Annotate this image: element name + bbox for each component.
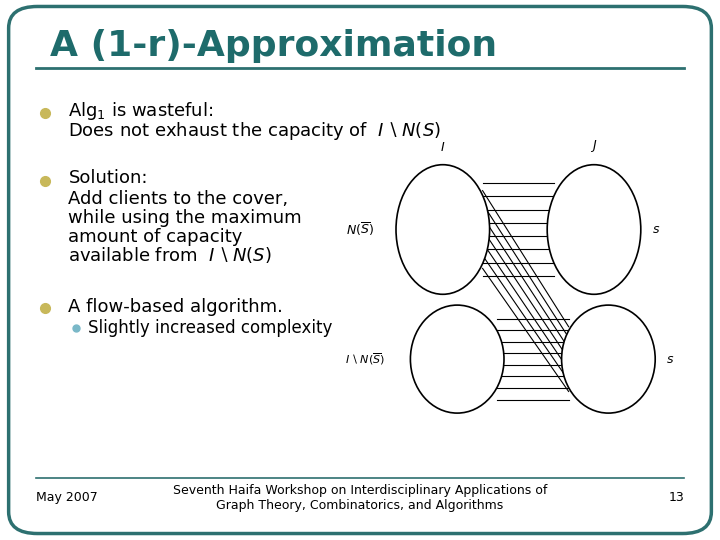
Text: $I$: $I$ — [440, 141, 446, 154]
Text: Slightly increased complexity: Slightly increased complexity — [88, 319, 332, 337]
Text: $s$: $s$ — [666, 353, 674, 366]
Text: $s$: $s$ — [652, 223, 660, 236]
Text: available from  $I \setminus N(S)$: available from $I \setminus N(S)$ — [68, 245, 272, 266]
Text: while using the maximum: while using the maximum — [68, 208, 302, 227]
Ellipse shape — [396, 165, 490, 294]
Text: Add clients to the cover,: Add clients to the cover, — [68, 190, 289, 208]
Text: Does not exhaust the capacity of  $I \setminus N(S)$: Does not exhaust the capacity of $I \set… — [68, 120, 441, 142]
Text: $J$: $J$ — [590, 138, 598, 154]
FancyBboxPatch shape — [9, 6, 711, 534]
Text: Solution:: Solution: — [68, 169, 148, 187]
Text: $I \setminus N(\overline{S})$: $I \setminus N(\overline{S})$ — [346, 351, 385, 367]
Text: May 2007: May 2007 — [36, 491, 98, 504]
Text: $N(\overline{S})$: $N(\overline{S})$ — [346, 221, 374, 238]
Ellipse shape — [547, 165, 641, 294]
Text: A flow-based algorithm.: A flow-based algorithm. — [68, 298, 283, 316]
Text: Alg$_1$ is wasteful:: Alg$_1$ is wasteful: — [68, 100, 214, 122]
Ellipse shape — [410, 305, 504, 413]
Text: Seventh Haifa Workshop on Interdisciplinary Applications of
Graph Theory, Combin: Seventh Haifa Workshop on Interdisciplin… — [173, 484, 547, 512]
Text: amount of capacity: amount of capacity — [68, 227, 243, 246]
Ellipse shape — [562, 305, 655, 413]
Text: A (1-r)-Approximation: A (1-r)-Approximation — [50, 29, 498, 63]
Text: 13: 13 — [668, 491, 684, 504]
